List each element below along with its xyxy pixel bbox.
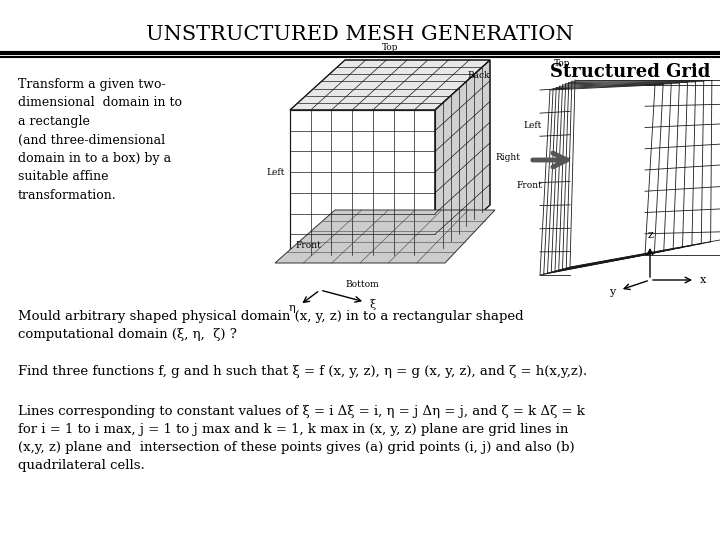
Text: Structured Grid: Structured Grid bbox=[549, 63, 710, 81]
Polygon shape bbox=[290, 60, 490, 110]
Text: Right: Right bbox=[495, 153, 520, 162]
Text: y: y bbox=[608, 287, 615, 297]
Text: Front: Front bbox=[295, 241, 321, 250]
Text: z: z bbox=[647, 230, 653, 240]
Text: Mould arbitrary shaped physical domain (x, y, z) in to a rectangular shaped
comp: Mould arbitrary shaped physical domain (… bbox=[18, 310, 523, 341]
Text: Find three functions f, g and h such that ξ = f (x, y, z), η = g (x, y, z), and : Find three functions f, g and h such tha… bbox=[18, 365, 588, 378]
Text: Back: Back bbox=[467, 71, 490, 79]
Polygon shape bbox=[290, 110, 435, 255]
Text: Left: Left bbox=[523, 120, 542, 130]
Polygon shape bbox=[275, 210, 495, 263]
Text: Top: Top bbox=[554, 59, 570, 68]
Text: Front: Front bbox=[516, 180, 542, 190]
Text: ξ: ξ bbox=[370, 300, 377, 310]
Text: x: x bbox=[700, 275, 706, 285]
Text: UNSTRUCTURED MESH GENERATION: UNSTRUCTURED MESH GENERATION bbox=[146, 25, 574, 44]
Text: Transform a given two-
dimensional  domain in to
a rectangle
(and three-dimensio: Transform a given two- dimensional domai… bbox=[18, 78, 182, 202]
Text: Left: Left bbox=[266, 168, 285, 177]
Text: Lines corresponding to constant values of ξ = i Δξ = i, η = j Δη = j, and ζ = k : Lines corresponding to constant values o… bbox=[18, 405, 585, 472]
Text: Bottom: Bottom bbox=[346, 280, 379, 289]
Text: Top: Top bbox=[382, 43, 398, 52]
Polygon shape bbox=[435, 60, 490, 255]
Text: η: η bbox=[288, 303, 295, 313]
